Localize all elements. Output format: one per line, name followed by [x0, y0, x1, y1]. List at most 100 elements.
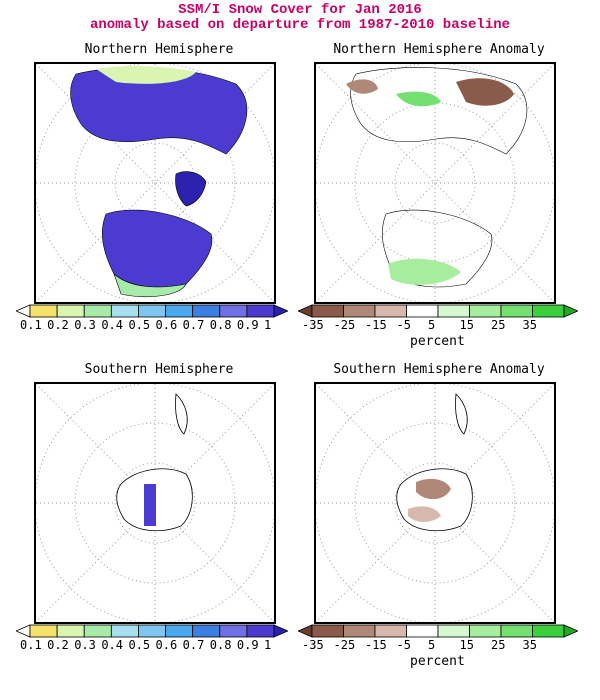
colorbar-tick-label: 0.6	[155, 318, 178, 332]
colorbar-tick-label: 0.2	[47, 318, 69, 332]
colorbar-swatch	[311, 624, 344, 638]
colorbar-swatch	[406, 624, 439, 638]
colorbar-arrow-high	[563, 304, 578, 318]
colorbar-tick-label: 15	[459, 318, 474, 332]
colorbar-swatch	[246, 624, 275, 638]
colorbar-swatch	[343, 624, 376, 638]
colorbar-arrow-high	[273, 304, 288, 318]
map-northern-hemisphere	[34, 62, 276, 304]
anomaly-positive-north-america	[388, 258, 461, 285]
colorbar-swatch	[500, 624, 533, 638]
colorbar-snow-cover-bottom: 0.1 0.2 0.3 0.4 0.5 0.6 0.7 0.8 0.9 1	[16, 624, 288, 662]
continent-outline-antarctica	[396, 468, 473, 532]
continent-outline-south-america	[455, 393, 468, 435]
panel-title-southern-hemisphere-anomaly: Southern Hemisphere Anomaly	[333, 362, 545, 377]
colorbar-tick-label: 1	[264, 638, 272, 652]
colorbar-tick-label: -35	[302, 638, 324, 652]
colorbar-arrow-high	[563, 624, 578, 638]
colorbar-tick-label: 0.7	[182, 318, 205, 332]
colorbar-swatch	[192, 624, 221, 638]
colorbar-swatch	[219, 304, 248, 318]
colorbar-tick-label: 0.3	[74, 638, 96, 652]
colorbar-swatch	[437, 624, 470, 638]
colorbar-unit-label: percent	[410, 334, 465, 349]
colorbar-arrow-low	[16, 624, 31, 638]
colorbar-arrow-low	[16, 304, 31, 318]
continent-outline-south-america	[175, 393, 188, 435]
anomaly-negative-siberia	[456, 78, 514, 106]
colorbar-tick-label: 0.7	[182, 638, 205, 652]
colorbar-tick-label: 0.2	[47, 638, 69, 652]
colorbar-anomaly-top: -35 -25 -15 -5 5 15 25 35 percent	[298, 304, 578, 350]
colorbar-swatch	[29, 304, 58, 318]
colorbar-tick-label: 25	[491, 318, 506, 332]
colorbar-swatch	[343, 304, 376, 318]
colorbar-swatch	[29, 624, 58, 638]
colorbar-swatch	[246, 304, 275, 318]
colorbar-tick-label: 35	[522, 638, 537, 652]
colorbar-unit-label: percent	[410, 654, 465, 669]
colorbar-swatch	[56, 624, 85, 638]
colorbar-swatch	[165, 304, 194, 318]
continent-outline-north-america	[381, 209, 493, 288]
colorbar-swatch	[138, 624, 166, 638]
colorbar-swatch	[110, 304, 139, 318]
colorbar-tick-label: 0.5	[128, 638, 151, 652]
anomaly-negative-antarctica-south	[408, 506, 441, 522]
panel-title-northern-hemisphere: Northern Hemisphere	[84, 42, 234, 57]
colorbar-swatch	[110, 624, 139, 638]
colorbar-swatch	[469, 304, 502, 318]
colorbar-swatch	[437, 304, 470, 318]
colorbar-tick-label: -5	[396, 638, 411, 652]
colorbar-swatch	[406, 304, 439, 318]
map-southern-hemisphere-anomaly	[314, 382, 556, 624]
colorbar-tick-label: 0.1	[20, 638, 42, 652]
snow-cover-north-america	[101, 209, 213, 288]
colorbar-tick-label: 0.5	[128, 318, 151, 332]
colorbar-tick-label: 0.8	[209, 318, 232, 332]
colorbar-snow-cover-top: 0.1 0.2 0.3 0.4 0.5 0.6 0.7 0.8 0.9 1	[16, 304, 288, 342]
colorbar-tick-label: 0.8	[209, 638, 232, 652]
colorbar-tick-label: 0.9	[236, 318, 259, 332]
continent-outline-eurasia	[350, 67, 528, 155]
colorbar-swatch	[374, 304, 407, 318]
colorbar-swatch	[532, 304, 565, 318]
colorbar-tick-label: 5	[428, 638, 436, 652]
panel-title-southern-hemisphere: Southern Hemisphere	[84, 362, 234, 377]
anomaly-positive-eurasia	[396, 91, 441, 107]
colorbar-tick-label: 0.9	[236, 638, 259, 652]
colorbar-swatch	[138, 304, 166, 318]
colorbar-swatch	[374, 624, 407, 638]
colorbar-tick-label: 25	[491, 638, 506, 652]
colorbar-swatch	[469, 624, 502, 638]
colorbar-swatch	[56, 304, 85, 318]
map-northern-hemisphere-anomaly	[314, 62, 556, 304]
colorbar-swatch	[165, 624, 194, 638]
snow-cover-north-america-fringe	[113, 273, 187, 298]
colorbar-arrow-high	[273, 624, 288, 638]
colorbar-tick-label: 0.1	[20, 318, 42, 332]
figure-subtitle: anomaly based on departure from 1987-201…	[89, 17, 511, 33]
colorbar-tick-label: -25	[333, 638, 356, 652]
snow-cover-antarctic-peninsula	[144, 484, 156, 526]
colorbar-tick-label: 1	[264, 318, 272, 332]
colorbar-tick-label: 5	[428, 318, 436, 332]
colorbar-swatch	[192, 304, 221, 318]
colorbar-tick-label: -35	[302, 318, 324, 332]
colorbar-tick-label: 35	[522, 318, 537, 332]
colorbar-tick-label: 0.4	[101, 638, 124, 652]
colorbar-tick-label: 0.3	[74, 318, 96, 332]
snow-cover-eurasia-fringe	[96, 66, 196, 84]
figure-title: SSM/I Snow Cover for Jan 2016	[178, 2, 422, 18]
colorbar-tick-label: 0.6	[155, 638, 178, 652]
colorbar-tick-label: 0.4	[101, 318, 124, 332]
colorbar-tick-label: -25	[333, 318, 356, 332]
colorbar-swatch	[83, 624, 112, 638]
snow-cover-greenland	[175, 171, 207, 207]
colorbar-swatch	[83, 304, 112, 318]
colorbar-swatch	[311, 304, 344, 318]
anomaly-negative-antarctica	[416, 478, 451, 500]
colorbar-swatch	[500, 304, 533, 318]
colorbar-tick-label: -15	[365, 318, 387, 332]
colorbar-tick-label: 15	[459, 638, 474, 652]
